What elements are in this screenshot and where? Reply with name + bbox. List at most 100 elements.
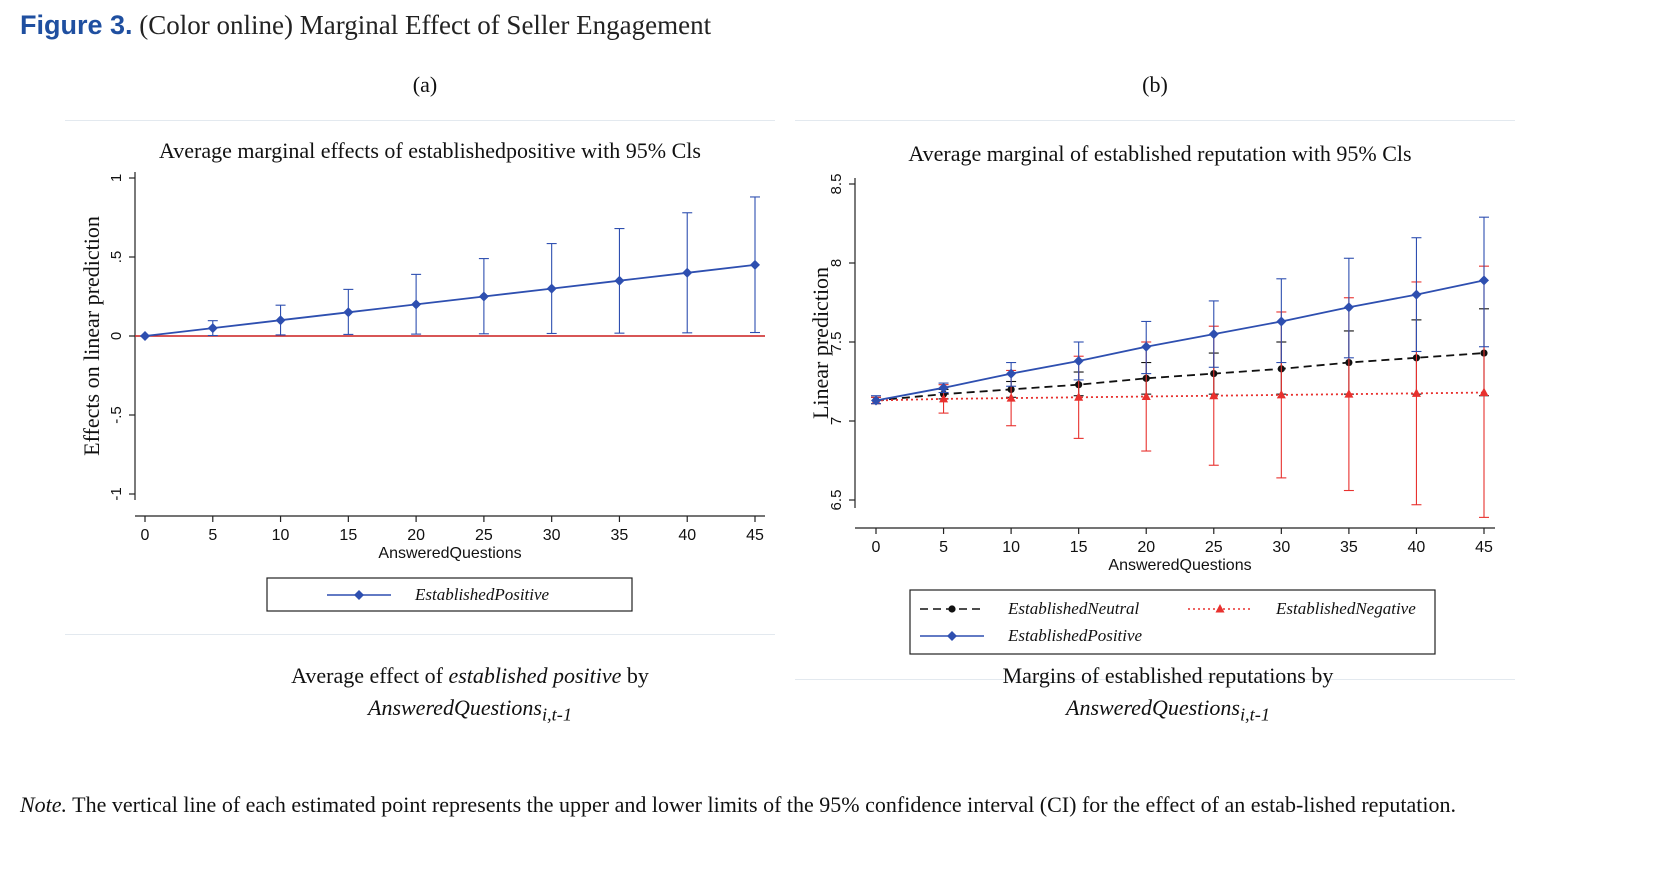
chart-b-y-tick-label: 6.5: [828, 490, 845, 511]
chart-a-x-tick-label: 25: [475, 527, 493, 544]
chart-a-series-0: [140, 196, 760, 341]
chart-a-legend-label: EstablishedPositive: [414, 585, 550, 604]
chart-a-data-point: [343, 307, 354, 318]
panel-a-caption-prefix: Average effect of: [291, 663, 449, 688]
chart-b-x-tick-label: 10: [1002, 539, 1020, 556]
chart-b-legend-box: [909, 589, 1436, 655]
chart-b-data-point: [1343, 302, 1354, 313]
chart-b: Average marginal of established reputati…: [795, 120, 1515, 680]
chart-b-series-2: [871, 216, 1489, 406]
panel-a-letter: (a): [412, 72, 438, 97]
chart-b-data-point: [1276, 389, 1286, 399]
chart-a-x-tick-label: 35: [611, 527, 629, 544]
chart-b-data-point: [1479, 275, 1489, 286]
chart-a-title: Average marginal effects of establishedp…: [159, 138, 701, 163]
chart-a-x-tick-label: 0: [141, 527, 150, 544]
chart-b-data-point: [1209, 390, 1219, 400]
chart-a-x-tick-label: 10: [272, 527, 290, 544]
chart-b-series-line: [875, 279, 1485, 402]
chart-a-x-tick-label: 15: [339, 527, 357, 544]
chart-b-y-tick-label: 8.5: [828, 174, 845, 195]
chart-a-y-tick-label: 1: [108, 174, 125, 182]
chart-a-legend-marker: [354, 590, 364, 600]
figure-label: Figure 3.: [20, 10, 133, 40]
panel-b-caption: Margins of established reputations by An…: [908, 660, 1428, 730]
chart-b-y-tick-label: 7: [828, 417, 845, 425]
chart-a-data-point: [614, 275, 625, 286]
chart-b-data-point: [1208, 329, 1219, 340]
chart-a-x-tick-label: 20: [407, 527, 425, 544]
chart-b-x-tick-label: 20: [1137, 539, 1155, 556]
chart-b-data-point: [1141, 341, 1152, 352]
figure-note: Note. The vertical line of each estimate…: [20, 790, 1650, 820]
chart-a-x-tick-label: 5: [208, 527, 217, 544]
chart-a-legend: EstablishedPositive: [266, 577, 633, 612]
panel-b-caption-subscript: i,t-1: [1239, 704, 1270, 725]
chart-b-x-tick-label: 30: [1272, 539, 1290, 556]
chart-b-series-line: [875, 352, 1485, 402]
chart-a-y-tick-label: .5: [108, 251, 125, 264]
chart-b-y-tick-label: 8: [828, 259, 845, 267]
chart-b-legend-label: EstablishedPositive: [1007, 626, 1143, 645]
chart-b-data-point: [1411, 388, 1421, 397]
chart-a-data-point: [411, 299, 422, 310]
panel-a-caption: Average effect of established positive b…: [210, 660, 730, 730]
chart-b-data-point: [1006, 393, 1016, 402]
chart-b-legend-label: EstablishedNegative: [1275, 599, 1416, 618]
chart-b-data-point: [1141, 391, 1151, 401]
panel-a-caption-subscript: i,t-1: [541, 704, 572, 725]
chart-a: Average marginal effects of establishedp…: [65, 120, 775, 635]
chart-b-legend-marker: [947, 631, 957, 641]
chart-a-data-point: [750, 259, 760, 270]
chart-a-y-tick-label: 0: [108, 332, 125, 340]
chart-b-legend-marker: [948, 605, 956, 613]
chart-b-legend-label: EstablishedNeutral: [1007, 599, 1140, 618]
chart-b-data-point: [938, 382, 949, 393]
chart-a-y-tick-label: -1: [108, 487, 125, 500]
chart-a-y-axis-label: Effects on linear prediction: [79, 216, 104, 456]
chart-a-y-tick-label: -.5: [108, 406, 125, 424]
chart-a-data-point: [478, 291, 489, 302]
chart-b-background: [795, 120, 1515, 680]
chart-b-legend: EstablishedNeutral EstablishedNegative Est…: [909, 589, 1436, 655]
chart-b-title: Average marginal of established reputati…: [908, 141, 1411, 166]
chart-a-series-line: [144, 264, 756, 337]
chart-b-data-point: [1276, 316, 1287, 327]
panel-b-caption-variable: AnsweredQuestions: [1066, 695, 1240, 720]
chart-a-data-point: [546, 283, 557, 294]
figure-title: Figure 3. (Color online) Marginal Effect…: [20, 10, 711, 41]
chart-b-data-point: [1344, 389, 1354, 398]
chart-b-data-point: [939, 393, 949, 403]
panel-b-caption-prefix: Margins of established reputations by: [1002, 663, 1334, 688]
chart-b-x-tick-label: 35: [1340, 539, 1358, 556]
chart-a-data-point: [207, 323, 218, 334]
panel-b-letter: (b): [1142, 72, 1168, 97]
chart-b-x-tick-label: 5: [939, 539, 948, 556]
chart-b-series-line: [875, 391, 1485, 402]
panel-a-caption-suffix: by: [621, 663, 649, 688]
chart-a-x-tick-label: 45: [746, 527, 764, 544]
chart-b-x-tick-label: 15: [1070, 539, 1088, 556]
chart-a-data-point: [275, 315, 286, 326]
chart-b-x-tick-label: 0: [872, 539, 881, 556]
chart-b-x-tick-label: 25: [1205, 539, 1223, 556]
chart-a-data-point: [140, 331, 150, 341]
chart-a-background: [65, 120, 775, 635]
chart-b-y-axis-label: Linear prediction: [808, 267, 833, 419]
chart-b-data-point: [1074, 392, 1084, 401]
note-label: Note.: [20, 792, 68, 817]
chart-b-data-point: [1411, 289, 1422, 300]
chart-b-data-point: [871, 395, 881, 406]
chart-b-x-tick-label: 40: [1408, 539, 1426, 556]
chart-a-x-tick-label: 30: [543, 527, 561, 544]
chart-b-x-tick-label: 45: [1475, 539, 1493, 556]
figure-caption: (Color online) Marginal Effect of Seller…: [139, 10, 712, 40]
chart-b-data-point: [1479, 387, 1489, 397]
chart-a-x-tick-label: 40: [678, 527, 696, 544]
panel-a-caption-variable: AnsweredQuestions: [368, 695, 542, 720]
chart-b-x-axis-label: AnsweredQuestions: [1108, 557, 1251, 574]
panel-a-caption-italic: established positive: [448, 663, 622, 688]
chart-b-y-tick-label: 7.5: [828, 332, 845, 353]
chart-b-data-point: [1073, 355, 1084, 366]
chart-a-x-axis-label: AnsweredQuestions: [378, 545, 521, 562]
